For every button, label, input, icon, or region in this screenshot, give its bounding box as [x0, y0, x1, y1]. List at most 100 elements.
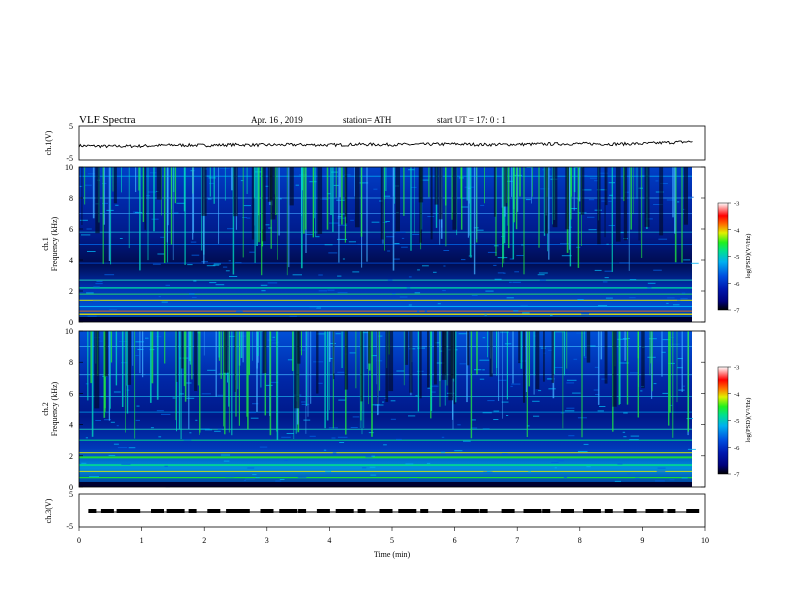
spectral-speck	[461, 206, 468, 208]
spectral-gap	[523, 331, 526, 403]
ch1-ytick-top: 5	[69, 122, 73, 131]
spectral-speck	[383, 444, 387, 446]
spectral-speck	[601, 200, 607, 202]
ch3-pulse	[501, 509, 515, 513]
spectral-speck	[160, 236, 166, 238]
ch1-colorbar-tick-label: -4	[734, 227, 740, 234]
spectral-speck	[337, 275, 342, 277]
ch1-waveform-panel: 5 -5 ch.1(V)	[44, 122, 706, 163]
spectral-speck	[206, 265, 216, 267]
spectral-floor	[79, 482, 692, 487]
spectral-speck	[608, 200, 612, 202]
spectral-speck	[246, 217, 251, 219]
spectral-speck	[560, 243, 569, 245]
ch2-freq-ytick-label: 2	[69, 452, 73, 461]
ch3-pulse	[298, 509, 307, 513]
spectral-gap	[360, 331, 363, 402]
spectral-speck	[614, 480, 621, 482]
x-tick-label: 1	[140, 536, 144, 545]
spectral-gap	[156, 167, 162, 200]
ch3-pulse-train	[88, 509, 700, 513]
ch1-freq-ytick-label: 10	[65, 163, 73, 172]
spectral-speck	[279, 198, 282, 200]
spectral-speck	[588, 199, 595, 201]
ch2-spectrogram-panel: 10 8 6 4 2 0 ch.2 Frequency (kHz) -3 -4 -5 -6 -7 …	[41, 327, 752, 492]
ch3-ytick-bottom: -5	[66, 522, 73, 531]
spectral-speck	[164, 465, 168, 467]
x-tick-label: 5	[390, 536, 394, 545]
spectral-speck	[137, 349, 144, 350]
spectral-speck	[109, 309, 118, 311]
spectral-speck	[318, 290, 327, 292]
spectral-gap	[644, 167, 650, 227]
spectral-speck	[243, 205, 251, 207]
ch3-pulse	[116, 509, 135, 513]
spectral-speck	[228, 260, 231, 262]
ch2-freq-ylabel-channel: ch.2	[41, 402, 50, 416]
spectral-speck	[554, 458, 559, 460]
spectral-speck	[681, 477, 688, 479]
spectral-speck	[323, 449, 327, 451]
spectral-speck	[594, 269, 602, 271]
ch2-freq-ytick-label: 10	[65, 327, 73, 336]
spectral-gap	[605, 167, 608, 206]
spectral-speck	[629, 297, 636, 299]
spectral-speck	[223, 460, 230, 462]
spectral-speck	[548, 388, 556, 390]
spectral-gap	[176, 331, 178, 382]
spectral-speck	[617, 463, 623, 465]
spectral-speck	[303, 419, 311, 421]
spectral-speck	[95, 420, 101, 421]
spectral-speck	[158, 436, 162, 438]
ch1-freq-ticks: 10 8 6 4 2 0	[65, 163, 705, 327]
spectral-speck	[609, 194, 613, 196]
spectral-speck	[406, 287, 411, 289]
spectral-speck	[331, 437, 336, 439]
spectral-speck	[623, 338, 630, 339]
spectral-speck	[497, 272, 505, 274]
spectral-speck	[395, 231, 406, 233]
spectral-speck	[337, 224, 348, 226]
spectral-speck	[678, 389, 685, 391]
ch3-pulse	[226, 509, 245, 513]
spectral-speck	[113, 391, 121, 393]
ch3-pulse	[420, 509, 429, 513]
spectral-speck	[582, 189, 592, 191]
spectral-speck	[344, 174, 351, 176]
spectral-speck	[594, 180, 599, 182]
spectral-speck	[647, 287, 652, 289]
spectral-speck	[548, 349, 553, 351]
ch1-spectrogram-marks	[79, 167, 699, 322]
spectral-speck	[385, 221, 390, 222]
spectral-gap	[181, 331, 184, 369]
spectral-speck	[279, 479, 285, 480]
spectral-speck	[225, 476, 235, 478]
spectral-speck	[248, 412, 256, 414]
spectral-speck	[586, 466, 591, 468]
spectral-speck	[289, 315, 297, 317]
spectral-speck	[267, 339, 276, 341]
ch2-colorbar-ticks: -3 -4 -5 -6 -7	[728, 365, 740, 479]
x-tick-label: 9	[640, 536, 644, 545]
spectral-speck	[561, 255, 572, 257]
spectral-speck	[666, 199, 676, 201]
spectral-speck	[669, 336, 675, 338]
spectral-gap	[419, 331, 422, 399]
spectral-speck	[599, 406, 606, 407]
ch1-colorbar-tick-label: -3	[734, 201, 739, 208]
spectral-speck	[532, 400, 540, 402]
ch1-colorbar-tick-label: -6	[734, 281, 740, 288]
spectral-gap	[388, 331, 394, 392]
spectral-speck	[145, 373, 155, 375]
spectral-speck	[683, 259, 691, 261]
spectral-speck	[179, 393, 184, 395]
spectral-speck	[135, 419, 140, 421]
spectral-speck	[135, 355, 139, 356]
spectral-speck	[249, 251, 255, 253]
spectral-speck	[568, 435, 575, 437]
spectral-speck	[409, 478, 418, 480]
spectral-speck	[261, 290, 266, 292]
spectral-speck	[208, 177, 216, 179]
